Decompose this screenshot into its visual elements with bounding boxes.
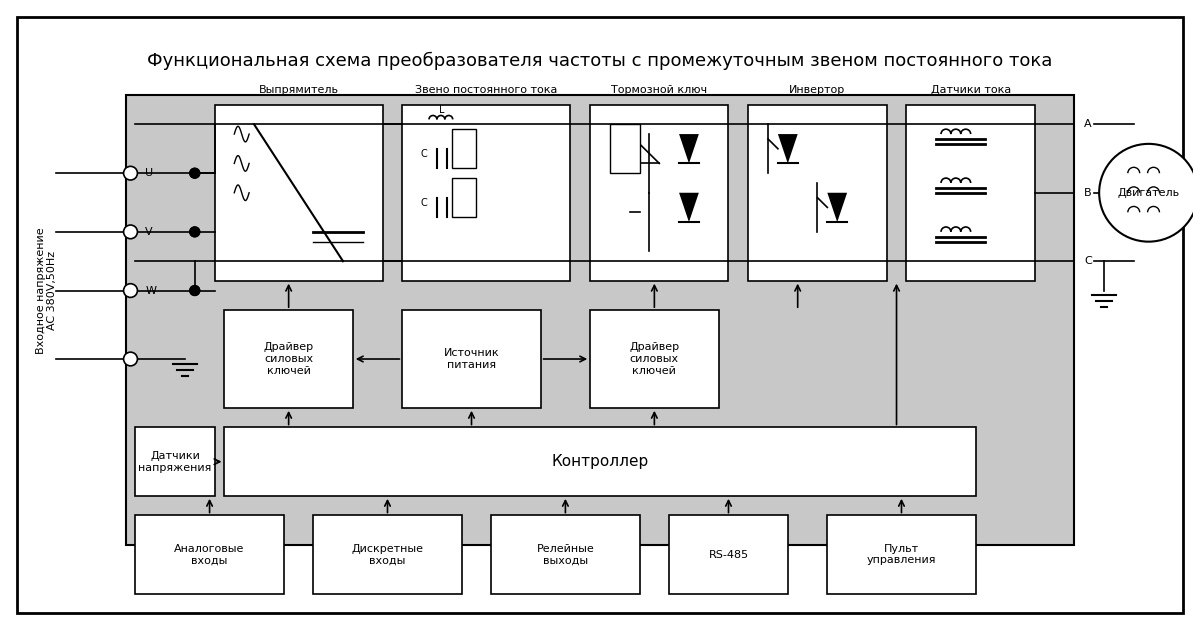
Circle shape	[124, 352, 138, 366]
Text: Двигатель: Двигатель	[1117, 188, 1180, 198]
Circle shape	[190, 285, 199, 295]
Bar	[590, 105, 728, 281]
Text: Датчики тока: Датчики тока	[930, 85, 1010, 95]
Text: Датчики
напряжения: Датчики напряжения	[138, 451, 211, 472]
Circle shape	[190, 168, 199, 178]
Circle shape	[1099, 144, 1198, 242]
Text: Входное напряжение
AC 380V,50Hz: Входное напряжение AC 380V,50Hz	[36, 227, 58, 354]
Bar	[670, 515, 788, 593]
Text: RS-485: RS-485	[708, 549, 749, 559]
Text: L: L	[439, 105, 445, 115]
Text: Драйвер
силовых
ключей: Драйвер силовых ключей	[629, 342, 679, 375]
Text: V: V	[145, 227, 152, 237]
Text: A: A	[1085, 119, 1092, 129]
Bar	[451, 178, 476, 217]
Text: Аналоговые
входы: Аналоговые входы	[174, 544, 245, 565]
Bar	[402, 310, 541, 408]
Text: Выпрямитель: Выпрямитель	[258, 85, 338, 95]
Bar	[491, 515, 640, 593]
Circle shape	[190, 227, 199, 237]
Text: Дискретные
входы: Дискретные входы	[352, 544, 424, 565]
Text: Драйвер
силовых
ключей: Драйвер силовых ключей	[264, 342, 313, 375]
Bar	[224, 310, 353, 408]
Text: Инвертор: Инвертор	[790, 85, 846, 95]
Text: Пульт
управления: Пульт управления	[866, 544, 936, 565]
Bar	[749, 105, 887, 281]
Bar	[126, 95, 1074, 545]
Bar	[136, 428, 215, 496]
Bar	[215, 105, 383, 281]
Text: Тормозной ключ: Тормозной ключ	[611, 85, 707, 95]
Circle shape	[190, 168, 199, 178]
Bar	[906, 105, 1034, 281]
Polygon shape	[827, 193, 847, 222]
Text: Звено постоянного тока: Звено постоянного тока	[415, 85, 558, 95]
Polygon shape	[778, 134, 798, 163]
Circle shape	[124, 284, 138, 297]
Text: W: W	[145, 285, 156, 295]
Text: C: C	[420, 149, 427, 159]
Polygon shape	[679, 134, 698, 163]
Text: B: B	[1085, 188, 1092, 198]
Bar	[610, 124, 640, 173]
Circle shape	[190, 227, 199, 237]
Text: Релейные
выходы: Релейные выходы	[536, 544, 594, 565]
Text: Rt: Rt	[614, 129, 625, 139]
Text: Контроллер: Контроллер	[551, 454, 649, 469]
Bar	[590, 310, 719, 408]
Circle shape	[190, 285, 199, 295]
Bar	[224, 428, 976, 496]
Text: C: C	[1085, 256, 1092, 266]
Bar	[451, 129, 476, 168]
Circle shape	[124, 166, 138, 180]
Circle shape	[124, 225, 138, 239]
Bar	[136, 515, 283, 593]
Bar	[402, 105, 570, 281]
Polygon shape	[679, 193, 698, 222]
Text: Функциональная схема преобразователя частоты с промежуточным звеном постоянного : Функциональная схема преобразователя час…	[148, 52, 1052, 70]
Text: C: C	[420, 198, 427, 207]
Text: U: U	[145, 168, 154, 178]
Bar	[827, 515, 976, 593]
Text: Источник
питания: Источник питания	[444, 348, 499, 370]
Bar	[313, 515, 462, 593]
